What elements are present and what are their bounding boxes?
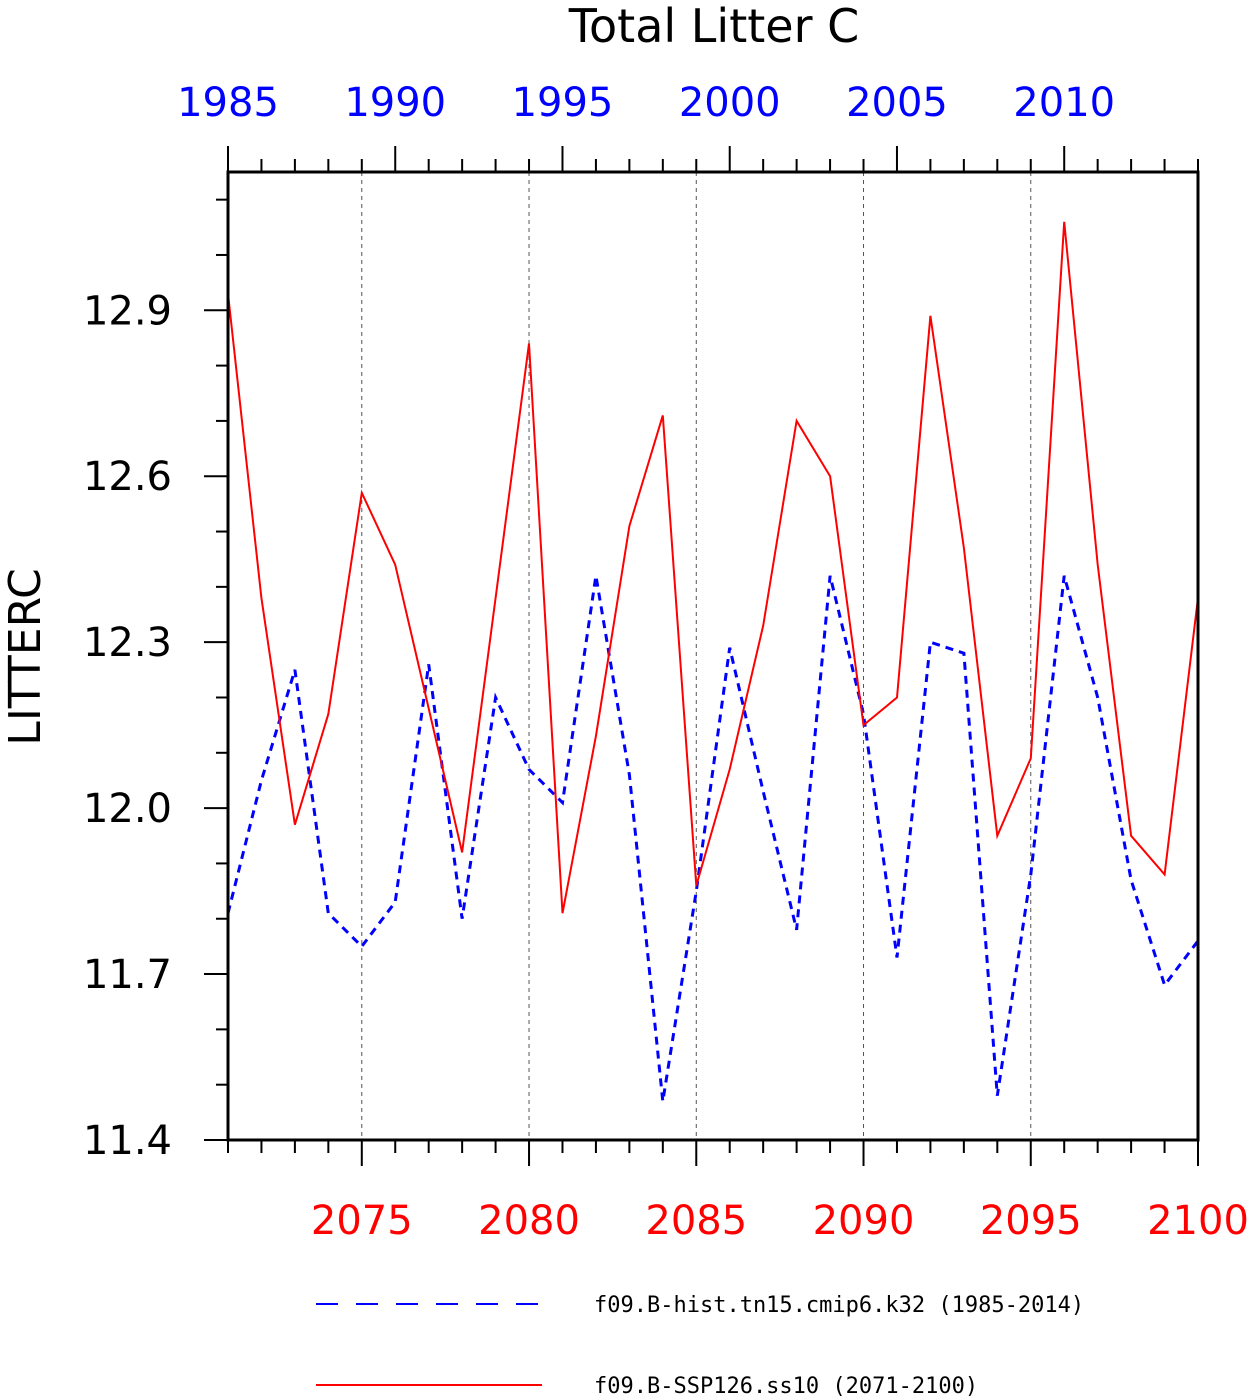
axes: 11.4 11.7 12.0 12.3 12.6 12.9 1985 1990 1995 2000… [83, 80, 1249, 1244]
legend-label-hist: f09.B-hist.tn15.cmip6.k32 (1985-2014) [594, 1293, 1084, 1318]
series-line-hist [226, 575, 1200, 1102]
y-tick-label: 12.6 [83, 454, 172, 500]
bottom-tick-label: 2075 [311, 1198, 413, 1244]
top-tick-label: 2000 [679, 80, 781, 126]
plot-frame [226, 170, 1200, 1142]
top-tick-label: 1985 [177, 80, 279, 126]
bottom-tick-label: 2095 [980, 1198, 1082, 1244]
bottom-tick-label: 2100 [1147, 1198, 1249, 1244]
series-lines [226, 221, 1200, 1102]
grid-lines [361, 172, 1032, 1140]
y-tick-label: 12.3 [83, 620, 172, 666]
top-tick-label: 1995 [512, 80, 614, 126]
top-tick-label: 1990 [344, 80, 446, 126]
y-tick-label: 11.4 [83, 1118, 172, 1164]
chart-title: Total Litter C [568, 0, 860, 53]
legend: f09.B-hist.tn15.cmip6.k32 (1985-2014) f0… [316, 1293, 1084, 1399]
bottom-tick-label: 2085 [645, 1198, 747, 1244]
y-axis-label: LITTERC [0, 568, 51, 745]
y-tick-label: 11.7 [83, 952, 172, 998]
series-line-ssp126 [227, 221, 1199, 914]
legend-label-ssp: f09.B-SSP126.ss10 (2071-2100) [594, 1374, 978, 1399]
top-tick-label: 2005 [846, 80, 948, 126]
y-tick-label: 12.0 [83, 786, 172, 832]
y-tick-label: 12.9 [83, 288, 172, 334]
bottom-tick-label: 2080 [478, 1198, 580, 1244]
top-tick-label: 2010 [1013, 80, 1115, 126]
bottom-tick-label: 2090 [813, 1198, 915, 1244]
